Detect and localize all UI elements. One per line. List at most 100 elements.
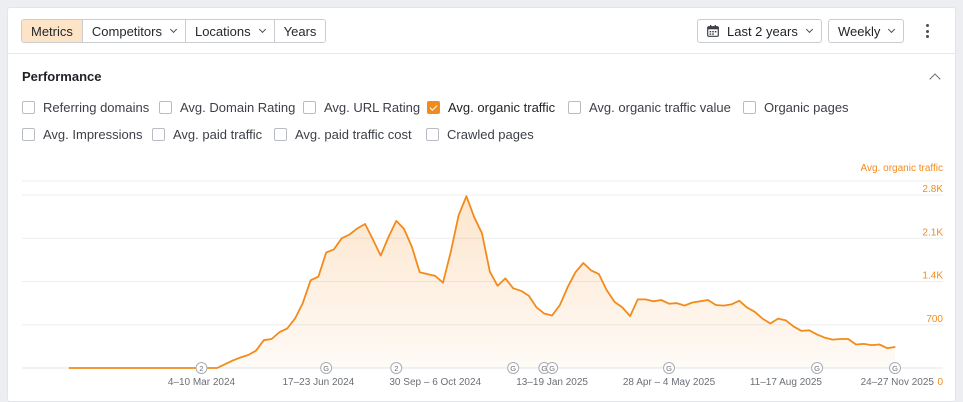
x-tick-label: 17–23 Jun 2024 [282, 377, 354, 388]
data-point [302, 302, 304, 304]
date-range-dropdown[interactable]: Last 2 years [697, 19, 822, 43]
data-point [816, 334, 818, 336]
annotation-badge [507, 362, 520, 374]
y-tick-label: 2.1K [922, 227, 943, 238]
data-point [348, 233, 351, 236]
annotation-marker[interactable]: G [546, 362, 559, 374]
data-point [419, 271, 421, 273]
data-point [224, 363, 226, 365]
data-point [761, 318, 764, 320]
annotation-label: G [323, 364, 329, 373]
data-point [769, 322, 771, 325]
metric-label: Avg. paid traffic cost [295, 127, 412, 142]
metric-crawled-pages[interactable]: Crawled pages [426, 127, 534, 142]
annotation-label: G [892, 364, 898, 373]
annotation-badge [546, 362, 559, 374]
y-tick-label: 2.8K [922, 184, 943, 195]
data-point [637, 298, 639, 300]
data-point [512, 287, 514, 289]
data-point [481, 232, 483, 234]
granularity-label: Weekly [838, 23, 881, 39]
traffic-chart: Avg. organic traffic 700 1.4K 2.1K 2.8K 4–1… [22, 163, 943, 388]
x-tick-label: 24–27 Nov 2025 [861, 377, 935, 388]
tab-years[interactable]: Years [274, 20, 326, 42]
data-point [232, 360, 234, 362]
annotation-label: G [510, 364, 516, 373]
x-tick-label: 11–17 Aug 2025 [750, 377, 823, 388]
metric-avg-paid-traffic-cost[interactable]: Avg. paid traffic cost [274, 127, 412, 142]
annotation-marker[interactable]: G [320, 362, 333, 374]
data-point [660, 299, 662, 301]
checkbox [303, 101, 316, 114]
checkbox-checked [427, 101, 440, 114]
annotation-marker[interactable]: 2 [195, 362, 208, 374]
tab-locations[interactable]: Locations [185, 20, 275, 42]
metric-avg-domain-rating[interactable]: Avg. Domain Rating [159, 100, 295, 115]
metric-avg-organic-traffic[interactable]: Avg. organic traffic [427, 100, 555, 115]
data-point [161, 367, 164, 369]
checkbox [426, 128, 439, 141]
y-zero-label: 0 [937, 377, 943, 388]
annotation-marker[interactable]: 2 [390, 362, 403, 374]
annotation-label: G [549, 364, 555, 373]
data-point [855, 343, 857, 346]
data-point [652, 300, 655, 302]
x-tick-label: 28 Apr – 4 May 2025 [623, 377, 716, 388]
tab-competitors[interactable]: Competitors [82, 20, 186, 42]
data-point [574, 271, 577, 273]
metric-avg-paid-traffic[interactable]: Avg. paid traffic [152, 127, 262, 142]
metric-referring-domains[interactable]: Referring domains [22, 100, 149, 115]
metric-avg-impressions[interactable]: Avg. Impressions [22, 127, 142, 142]
metric-avg-organic-traffic-value[interactable]: Avg. organic traffic value [568, 100, 731, 115]
data-point [130, 367, 132, 369]
data-point [590, 269, 592, 271]
data-point [668, 303, 670, 305]
metric-label: Avg. organic traffic value [589, 100, 731, 115]
data-point [676, 302, 678, 304]
annotation-marker[interactable]: G [507, 362, 520, 374]
data-point [606, 289, 608, 291]
data-point [450, 251, 452, 253]
data-point [465, 195, 467, 197]
y-axis-title: Avg. organic traffic [861, 163, 943, 174]
checkbox [22, 101, 35, 114]
metric-avg-url-rating[interactable]: Avg. URL Rating [303, 100, 420, 115]
data-point [310, 279, 312, 281]
data-point [684, 305, 686, 307]
annotation-marker[interactable]: G [663, 362, 676, 374]
data-point [387, 236, 390, 238]
granularity-dropdown[interactable]: Weekly [828, 19, 905, 43]
checkbox [22, 128, 35, 141]
data-point [107, 367, 109, 369]
metric-label: Organic pages [764, 100, 849, 115]
data-point [808, 329, 810, 331]
tab-competitors-label: Competitors [91, 23, 162, 39]
metric-organic-pages[interactable]: Organic pages [743, 100, 849, 115]
tab-metrics[interactable]: Metrics [22, 20, 83, 42]
data-point [278, 331, 280, 333]
data-point [434, 275, 436, 277]
data-point [598, 273, 600, 275]
data-point [341, 237, 343, 239]
data-point [785, 319, 787, 321]
annotation-marker[interactable]: G [889, 362, 901, 374]
data-point [520, 290, 522, 292]
calendar-icon [707, 25, 719, 37]
annotation-badge [811, 362, 824, 374]
annotation-badge [663, 362, 676, 374]
metric-label: Crawled pages [447, 127, 534, 142]
annotation-label: G [814, 364, 820, 373]
data-point [473, 216, 475, 218]
data-point [746, 306, 748, 308]
annotation-label: 2 [394, 364, 398, 373]
checkbox [743, 101, 756, 114]
data-point [559, 304, 561, 306]
annotation-marker[interactable]: G [811, 362, 824, 374]
data-point [442, 282, 444, 284]
data-point [286, 327, 288, 330]
data-point [247, 354, 249, 356]
kebab-menu-icon[interactable] [920, 22, 934, 40]
data-point [138, 367, 140, 369]
data-point [76, 367, 78, 369]
data-point [504, 277, 506, 279]
